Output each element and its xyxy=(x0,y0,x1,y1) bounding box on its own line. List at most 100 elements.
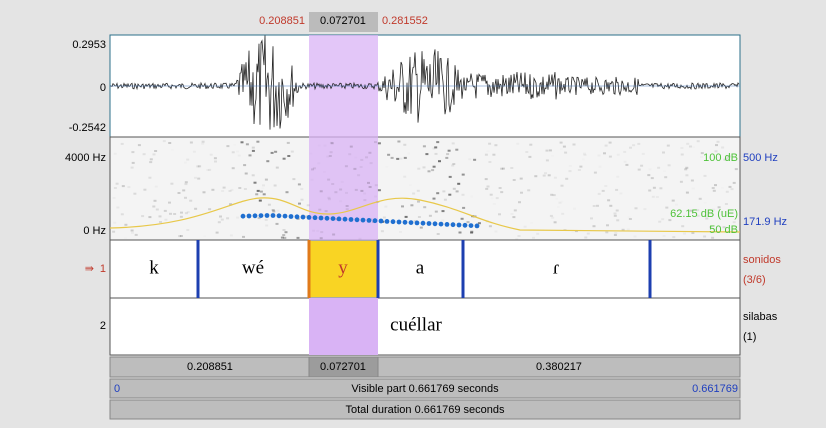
spectrogram-speck xyxy=(260,191,263,193)
spectrogram-speck xyxy=(360,190,363,192)
spectrogram-speck xyxy=(124,224,127,226)
spectrogram-speck xyxy=(113,222,116,224)
spectrogram-speck xyxy=(320,190,323,192)
spectrogram-speck xyxy=(593,205,596,207)
spectrogram-speck xyxy=(564,152,567,154)
spectrogram-speck xyxy=(713,190,716,192)
pitch-point xyxy=(343,217,348,222)
spectrogram-speck xyxy=(355,189,358,191)
interval-label[interactable]: ɾ xyxy=(553,257,559,278)
spectrogram-speck xyxy=(152,206,155,208)
spectrogram-speck xyxy=(569,170,572,172)
spectrogram-speck xyxy=(632,144,635,146)
interval-label[interactable]: k xyxy=(149,257,159,278)
pitch-point xyxy=(415,221,420,226)
spectrogram-speck xyxy=(143,153,146,155)
spectrogram-speck xyxy=(383,217,386,219)
spectrogram-speck xyxy=(461,218,464,220)
spectrogram-speck xyxy=(168,202,171,204)
spectrogram-speck xyxy=(551,155,554,157)
spectrogram-speck xyxy=(272,210,275,212)
spectrogram-speck xyxy=(624,161,627,163)
spectrogram-speck xyxy=(226,145,229,147)
spectrogram-speck xyxy=(530,222,533,224)
spectrogram-speck xyxy=(283,158,286,160)
spectrogram-speck xyxy=(318,145,321,147)
pitch-point xyxy=(403,220,408,225)
spectrogram-speck xyxy=(573,144,576,146)
spectrogram-speck xyxy=(274,151,277,153)
spectrogram-speck xyxy=(378,142,381,144)
spectrogram-speck xyxy=(560,201,563,203)
interval-label[interactable]: a xyxy=(416,257,425,278)
spectrogram-speck xyxy=(428,170,431,172)
spectrogram-speck xyxy=(518,235,521,237)
spectrogram-speck xyxy=(560,148,563,150)
spectrogram-speck xyxy=(561,185,564,187)
spectrogram-speck xyxy=(401,205,404,207)
selection-start: 0.208851 xyxy=(259,15,305,27)
interval-label[interactable]: wé xyxy=(242,257,264,278)
spectrogram-speck xyxy=(363,193,366,195)
pitch-point xyxy=(265,213,270,218)
spectrogram-speck xyxy=(686,143,689,145)
spectrogram-speck xyxy=(357,174,360,176)
spectrogram-speck xyxy=(417,168,420,170)
spectrogram-speck xyxy=(339,189,342,191)
spectrogram-speck xyxy=(256,141,259,143)
spectrogram-speck xyxy=(178,235,181,237)
intensity-min: 50 dB xyxy=(709,224,738,236)
spectrogram-speck xyxy=(131,151,134,153)
interval-label[interactable]: cuéllar xyxy=(390,314,442,335)
spectrogram-speck xyxy=(241,141,244,143)
wave-zero: 0 xyxy=(100,82,106,94)
spectrogram-speck xyxy=(675,204,678,206)
spectrogram-speck xyxy=(456,190,459,192)
spectrogram-speck xyxy=(553,194,556,196)
spectrogram-speck xyxy=(246,143,249,145)
spectrogram-speck xyxy=(711,237,714,239)
spectrogram-speck xyxy=(593,225,596,227)
spectrogram-speck xyxy=(187,211,190,213)
spectrogram-speck xyxy=(214,161,217,163)
spectrogram-speck xyxy=(684,168,687,170)
wave-max: 0.2953 xyxy=(72,39,106,51)
spectrogram-speck xyxy=(462,194,465,196)
pitch-point xyxy=(337,217,342,222)
spectrogram-speck xyxy=(598,155,601,157)
spectrogram-speck xyxy=(208,169,211,171)
spectrogram-speck xyxy=(276,167,279,169)
spectrogram-speck xyxy=(391,157,394,159)
spectrogram-speck xyxy=(410,204,413,206)
spectrogram-speck xyxy=(116,207,119,209)
spectrogram-speck xyxy=(659,187,662,189)
spectrogram-speck xyxy=(339,200,342,202)
spectrogram-speck xyxy=(171,149,174,151)
spectrogram-speck xyxy=(468,158,471,160)
spectrogram-speck xyxy=(516,143,519,145)
spectrogram-speck xyxy=(442,210,445,212)
spectrogram-speck xyxy=(283,229,286,231)
spectrogram-speck xyxy=(271,152,274,154)
spectrogram-speck xyxy=(148,216,151,218)
spectrogram-speck xyxy=(451,165,454,167)
spectrogram-speck xyxy=(274,185,277,187)
spectrogram-speck xyxy=(149,161,152,163)
spectrogram-speck xyxy=(594,172,597,174)
spectrogram-speck xyxy=(598,193,601,195)
spectrogram-speck xyxy=(397,141,400,143)
spectrogram-speck xyxy=(301,199,304,201)
spectrogram-speck xyxy=(667,145,670,147)
spectrogram-speck xyxy=(135,234,138,236)
spectrogram-speck xyxy=(560,142,563,144)
spectrogram-speck xyxy=(434,146,437,148)
spectrogram-speck xyxy=(185,181,188,183)
spectrogram-speck xyxy=(549,149,552,151)
spectrogram-speck xyxy=(329,155,332,157)
interval-label[interactable]: y xyxy=(338,257,348,278)
spectrogram-speck xyxy=(515,238,518,240)
tier-1[interactable] xyxy=(110,240,740,298)
spectrogram-speck xyxy=(210,154,213,156)
pitch-point xyxy=(475,224,480,229)
spectrogram-speck xyxy=(233,144,236,146)
